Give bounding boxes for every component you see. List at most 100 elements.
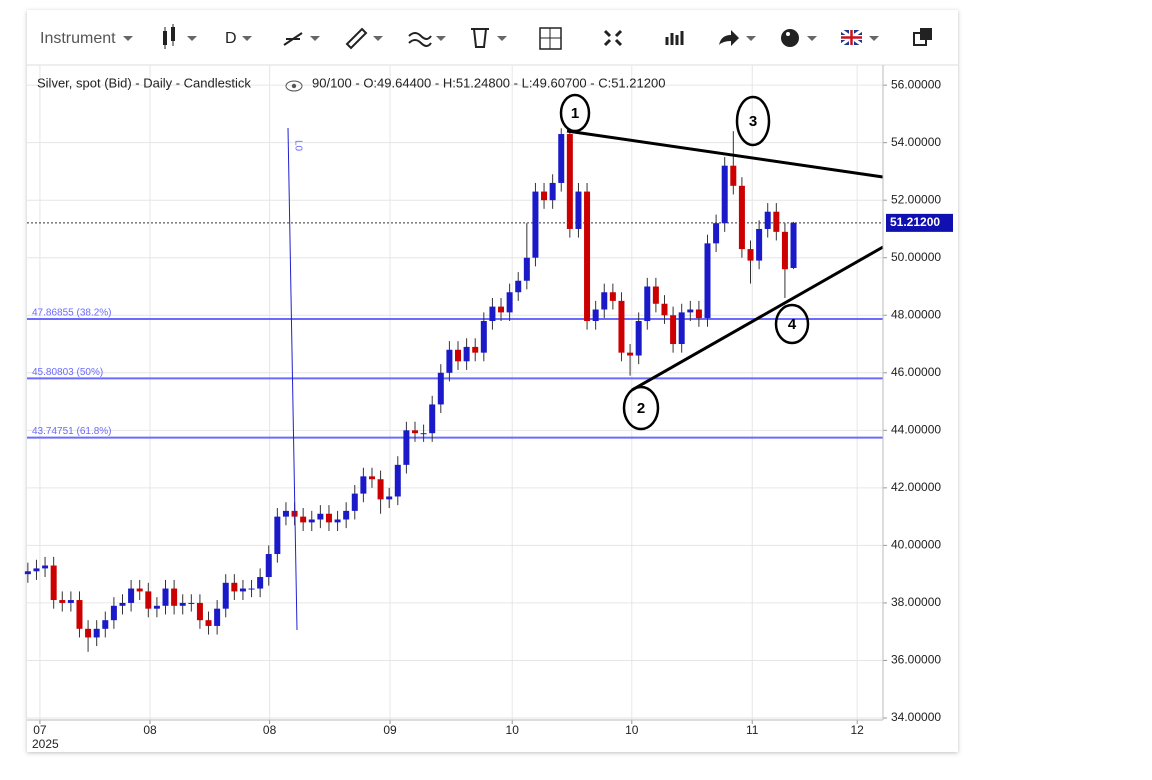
candle-body bbox=[480, 321, 487, 353]
fib-label: 43.74751 (61.8%) bbox=[32, 426, 112, 437]
chart-title: Silver, spot (Bid) - Daily - Candlestick bbox=[37, 75, 251, 90]
candle-body bbox=[222, 582, 229, 609]
dropdown-arrow[interactable] bbox=[242, 36, 252, 41]
candle-body bbox=[738, 185, 745, 250]
annotation-circle bbox=[559, 93, 591, 133]
candle-body bbox=[721, 165, 728, 224]
candle-body bbox=[102, 620, 109, 629]
x-tick-label: 08 bbox=[143, 723, 157, 737]
dropdown-arrow[interactable] bbox=[373, 36, 383, 41]
chart-panel bbox=[27, 10, 958, 752]
last-price-tag bbox=[886, 213, 953, 232]
candle-body bbox=[575, 191, 582, 229]
dropdown-arrow[interactable] bbox=[436, 36, 446, 41]
vertical-drawing-line bbox=[287, 127, 298, 631]
drawings: L0 1 2 3 4 bbox=[287, 93, 884, 631]
x-tick-label: 10 bbox=[625, 723, 639, 737]
dropdown-arrow[interactable] bbox=[807, 36, 817, 41]
candle-body bbox=[248, 588, 255, 590]
theme-icon[interactable] bbox=[781, 29, 799, 47]
candle-body bbox=[429, 404, 436, 434]
candle-body bbox=[214, 608, 221, 626]
candle-body bbox=[110, 605, 117, 621]
annotation: 2 bbox=[637, 400, 645, 417]
candle-body bbox=[756, 228, 763, 261]
candle-body bbox=[541, 191, 548, 201]
candle-body bbox=[351, 493, 358, 511]
candle-body bbox=[42, 565, 49, 569]
candle-body bbox=[257, 577, 264, 589]
annotation: 4 bbox=[788, 316, 797, 333]
candle-body bbox=[635, 321, 642, 356]
candle-body bbox=[24, 571, 31, 575]
candle-body bbox=[566, 134, 573, 229]
candle-body bbox=[188, 602, 195, 604]
candle-body bbox=[764, 211, 771, 229]
fib-levels: 47.86855 (38.2%) 45.80803 (50%) 43.74751 (… bbox=[27, 222, 883, 439]
annotation-circle bbox=[774, 303, 810, 345]
candle-body bbox=[394, 464, 401, 497]
dropdown-arrow[interactable] bbox=[497, 36, 507, 41]
toolbar: Instrument D bbox=[27, 10, 958, 66]
delete-icon[interactable] bbox=[471, 28, 489, 48]
dropdown-arrow[interactable] bbox=[123, 36, 133, 41]
indicator-icon[interactable] bbox=[408, 32, 432, 47]
interval-button[interactable]: D bbox=[225, 30, 237, 47]
share-icon[interactable] bbox=[719, 30, 739, 46]
candle-body bbox=[368, 476, 375, 480]
candle-body bbox=[523, 257, 530, 281]
candle-body bbox=[76, 600, 83, 629]
chart-type-icon[interactable] bbox=[163, 24, 175, 49]
candle-body bbox=[532, 191, 539, 258]
candle-body bbox=[308, 519, 315, 523]
candle-body bbox=[33, 568, 40, 572]
x-tick-label: 07 bbox=[33, 723, 47, 737]
candles bbox=[24, 128, 797, 652]
measure-icon[interactable] bbox=[345, 27, 368, 50]
x-tick-label: 10 bbox=[506, 723, 520, 737]
candle-body bbox=[618, 300, 625, 353]
candle-body bbox=[162, 588, 169, 606]
candle-body bbox=[145, 591, 152, 609]
candle-body bbox=[730, 165, 737, 186]
candle-body bbox=[317, 513, 324, 520]
y-tick-label: 36.00000 bbox=[891, 653, 941, 667]
candle-body bbox=[670, 315, 677, 345]
candle-body bbox=[153, 605, 160, 609]
y-tick-label: 38.00000 bbox=[891, 595, 941, 609]
fullscreen-icon[interactable] bbox=[603, 29, 623, 47]
dropdown-arrow[interactable] bbox=[310, 36, 320, 41]
fib-label: 45.80803 (50%) bbox=[32, 367, 103, 378]
candle-body bbox=[377, 479, 384, 500]
dropdown-arrow[interactable] bbox=[869, 36, 879, 41]
candle-body bbox=[386, 496, 393, 500]
candle-body bbox=[592, 309, 599, 322]
candle-body bbox=[704, 243, 711, 319]
candle-body bbox=[196, 602, 203, 621]
dropdown-arrow[interactable] bbox=[746, 36, 756, 41]
y-tick-label: 54.00000 bbox=[891, 135, 941, 149]
candle-body bbox=[300, 516, 307, 523]
y-tick-label: 40.00000 bbox=[891, 538, 941, 552]
year-label: 2025 bbox=[32, 737, 59, 751]
candle-body bbox=[231, 582, 238, 592]
language-flag[interactable] bbox=[840, 28, 863, 47]
window-icon bbox=[920, 28, 932, 40]
ohlc-summary: 90/100 - O:49.64400 - H:51.24800 - L:49.… bbox=[312, 75, 665, 90]
candle-body bbox=[171, 588, 178, 606]
candle-body bbox=[403, 430, 410, 465]
instrument-button[interactable]: Instrument bbox=[40, 30, 116, 47]
y-tick-label: 56.00000 bbox=[891, 77, 941, 91]
grid bbox=[27, 65, 887, 724]
visibility-icon[interactable] bbox=[285, 80, 303, 92]
toolbar-bg bbox=[27, 10, 958, 65]
candle-body bbox=[678, 312, 685, 345]
candle-body bbox=[652, 286, 659, 304]
dropdown-arrow[interactable] bbox=[187, 36, 197, 41]
volume-icon[interactable] bbox=[665, 31, 684, 45]
candle-body bbox=[549, 182, 556, 201]
line-tool-icon[interactable] bbox=[283, 32, 303, 46]
candle-body bbox=[343, 510, 350, 520]
candle-body bbox=[205, 620, 212, 626]
